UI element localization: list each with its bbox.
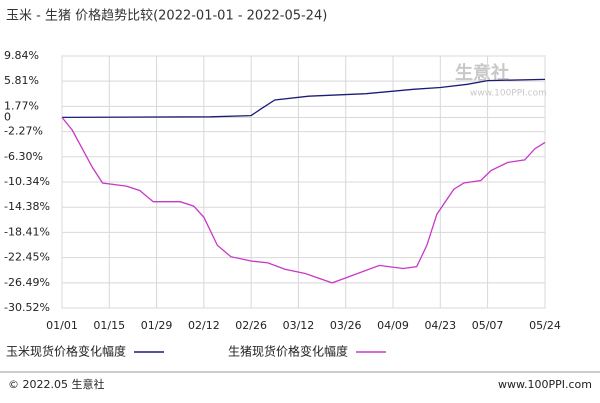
chart-title: 玉米 - 生猪 价格趋势比较(2022-01-01 - 2022-05-24) bbox=[6, 8, 327, 24]
y-tick-label: -18.41% bbox=[4, 225, 50, 238]
y-tick-label: -10.34% bbox=[4, 175, 50, 188]
x-tick-label: 03/26 bbox=[330, 319, 362, 332]
footer-left: © 2022.05 生意社 bbox=[8, 377, 104, 391]
y-tick-label: -6.30% bbox=[4, 150, 43, 163]
legend-label: 玉米现货价格变化幅度 bbox=[6, 344, 126, 359]
x-tick-label: 04/09 bbox=[377, 319, 409, 332]
y-tick-label: -26.49% bbox=[4, 276, 50, 289]
x-tick-label: 05/24 bbox=[529, 319, 561, 332]
y-tick-label: 5.81% bbox=[4, 74, 39, 87]
x-tick-label: 02/12 bbox=[188, 319, 220, 332]
x-tick-label: 04/23 bbox=[424, 319, 456, 332]
watermark: 生意社 bbox=[455, 62, 509, 84]
y-tick-label: 1.77% bbox=[4, 99, 39, 112]
legend-label: 生猪现货价格变化幅度 bbox=[228, 344, 348, 359]
y-tick-label: -22.45% bbox=[4, 251, 50, 264]
y-tick-label: 9.84% bbox=[4, 49, 39, 62]
y-tick-label: -14.38% bbox=[4, 200, 50, 213]
x-tick-label: 05/07 bbox=[472, 319, 504, 332]
x-tick-label: 01/01 bbox=[46, 319, 78, 332]
y-tick-label: -30.52% bbox=[4, 301, 50, 314]
watermark-url: www.100PPI.com bbox=[470, 89, 547, 99]
series-line bbox=[61, 116, 546, 284]
x-tick-label: 01/29 bbox=[141, 319, 173, 332]
x-tick-label: 03/12 bbox=[283, 319, 315, 332]
y-tick-label: -2.27% bbox=[4, 125, 43, 138]
y-tick-label: 0 bbox=[4, 110, 11, 123]
series-line bbox=[61, 78, 546, 119]
footer-right: www.100PPI.com bbox=[498, 378, 592, 391]
x-tick-label: 01/15 bbox=[93, 319, 125, 332]
x-tick-label: 02/26 bbox=[235, 319, 267, 332]
